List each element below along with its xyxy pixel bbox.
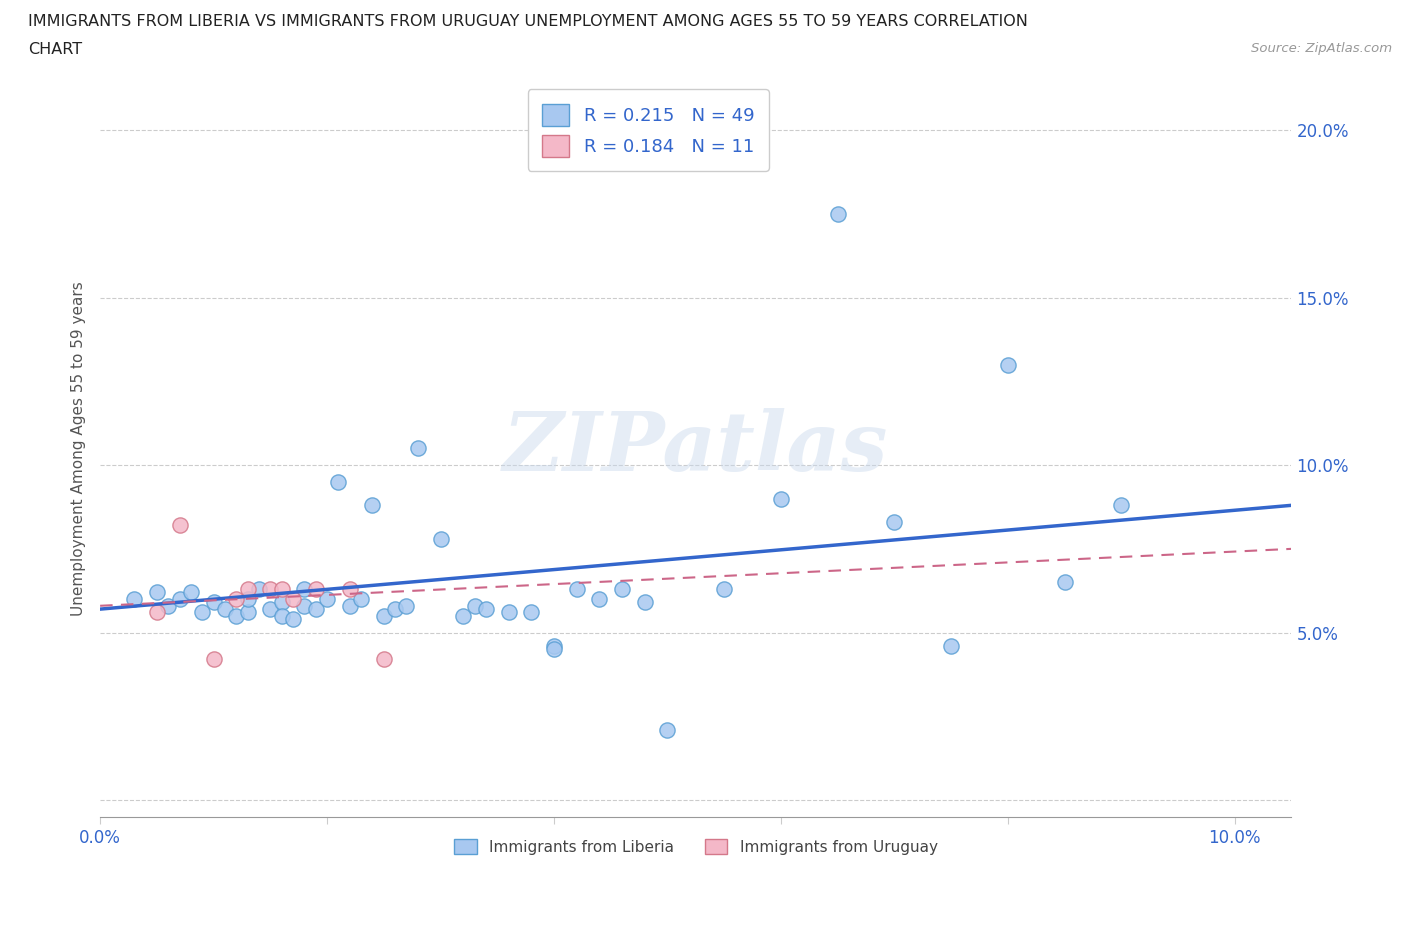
Point xyxy=(236,581,259,596)
Point xyxy=(292,598,315,613)
Point xyxy=(543,642,565,657)
Point xyxy=(292,581,315,596)
Point xyxy=(713,581,735,596)
Point xyxy=(395,598,418,613)
Point xyxy=(169,518,191,533)
Point xyxy=(565,581,588,596)
Point xyxy=(180,585,202,600)
Text: Source: ZipAtlas.com: Source: ZipAtlas.com xyxy=(1251,42,1392,55)
Point xyxy=(270,581,292,596)
Point xyxy=(259,581,281,596)
Point xyxy=(247,581,270,596)
Point xyxy=(202,595,225,610)
Point xyxy=(769,491,792,506)
Point xyxy=(191,605,214,620)
Point xyxy=(339,598,361,613)
Text: CHART: CHART xyxy=(28,42,82,57)
Y-axis label: Unemployment Among Ages 55 to 59 years: Unemployment Among Ages 55 to 59 years xyxy=(72,281,86,616)
Point xyxy=(588,591,610,606)
Point xyxy=(361,498,384,512)
Point xyxy=(1109,498,1132,512)
Point xyxy=(384,602,406,617)
Point xyxy=(339,581,361,596)
Point xyxy=(270,608,292,623)
Text: IMMIGRANTS FROM LIBERIA VS IMMIGRANTS FROM URUGUAY UNEMPLOYMENT AMONG AGES 55 TO: IMMIGRANTS FROM LIBERIA VS IMMIGRANTS FR… xyxy=(28,14,1028,29)
Point xyxy=(281,591,304,606)
Point xyxy=(225,608,247,623)
Point xyxy=(429,531,451,546)
Point xyxy=(520,605,543,620)
Point xyxy=(498,605,520,620)
Point xyxy=(543,639,565,654)
Point xyxy=(202,652,225,667)
Point xyxy=(316,591,339,606)
Point xyxy=(464,598,486,613)
Point xyxy=(305,602,328,617)
Point xyxy=(406,441,429,456)
Point xyxy=(634,595,657,610)
Point xyxy=(146,585,169,600)
Legend: Immigrants from Liberia, Immigrants from Uruguay: Immigrants from Liberia, Immigrants from… xyxy=(447,832,943,860)
Point xyxy=(259,602,281,617)
Point xyxy=(475,602,498,617)
Point xyxy=(169,591,191,606)
Point xyxy=(1053,575,1076,590)
Point xyxy=(373,608,395,623)
Text: ZIPatlas: ZIPatlas xyxy=(503,408,889,488)
Point xyxy=(610,581,633,596)
Point xyxy=(883,514,905,529)
Point xyxy=(997,357,1019,372)
Point xyxy=(827,206,849,221)
Point xyxy=(122,591,145,606)
Point xyxy=(328,474,350,489)
Point xyxy=(225,591,247,606)
Point xyxy=(939,639,962,654)
Point xyxy=(305,581,328,596)
Point xyxy=(281,612,304,627)
Point xyxy=(236,605,259,620)
Point xyxy=(270,595,292,610)
Point xyxy=(146,605,169,620)
Point xyxy=(657,723,679,737)
Point xyxy=(350,591,373,606)
Point xyxy=(451,608,474,623)
Point xyxy=(157,598,180,613)
Point xyxy=(214,602,236,617)
Point xyxy=(236,591,259,606)
Point xyxy=(373,652,395,667)
